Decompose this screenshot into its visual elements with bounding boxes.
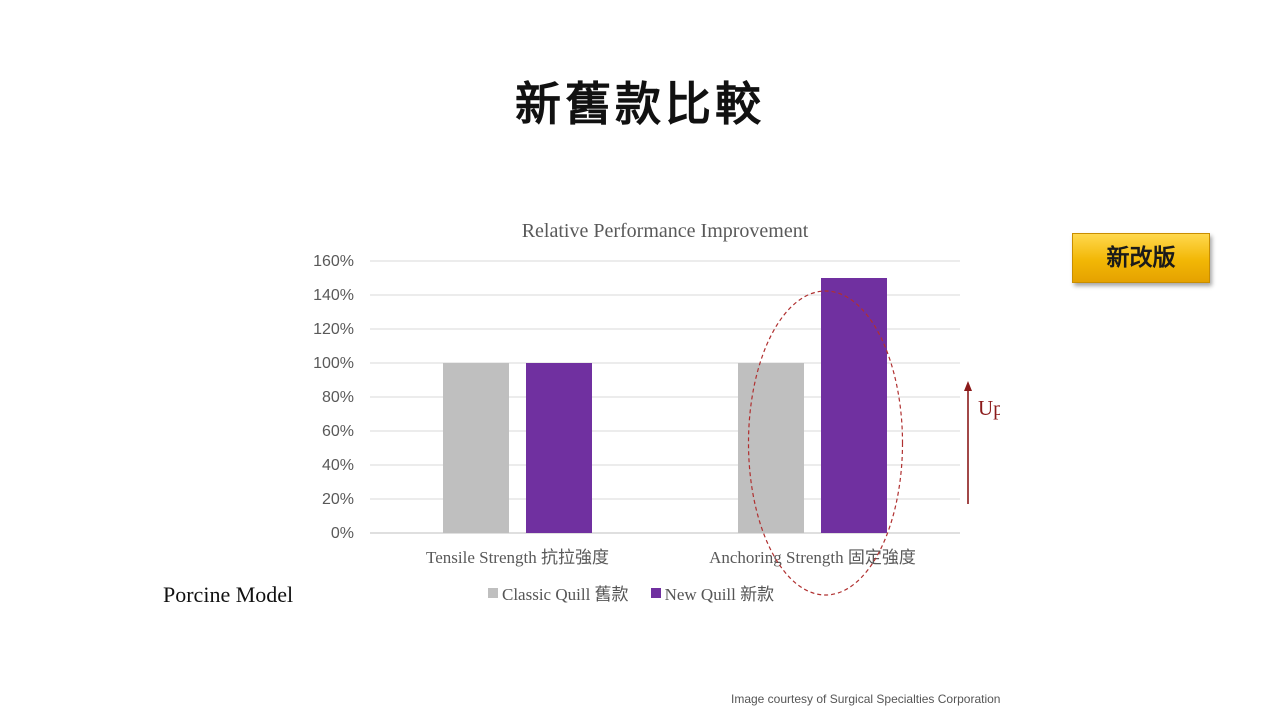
- x-category-label: Anchoring Strength 固定強度: [709, 548, 916, 567]
- y-tick-label: 60%: [322, 423, 354, 440]
- chart-title: Relative Performance Improvement: [522, 220, 809, 242]
- y-tick-label: 120%: [313, 321, 354, 338]
- bar-0-1: [526, 363, 592, 533]
- page-title: 新舊款比較: [515, 77, 765, 131]
- y-tick-label: 40%: [322, 457, 354, 474]
- y-tick-label: 80%: [322, 389, 354, 406]
- upgrade-arrow-head: [964, 381, 972, 391]
- bar-1-0: [738, 363, 804, 533]
- new-version-badge: 新改版: [1072, 233, 1210, 283]
- chart-canvas: Relative Performance Improvement 0% 20% 40%…: [313, 220, 1000, 596]
- legend-swatch-new: [650, 587, 661, 598]
- bar-0-0: [443, 363, 509, 533]
- y-tick-label: 0%: [331, 525, 354, 542]
- y-tick-label: 140%: [313, 287, 354, 304]
- y-tick-label: 20%: [322, 491, 354, 508]
- legend-label-classic: Classic Quill 舊款: [502, 585, 629, 604]
- upgrade-annotation: Upgrade: [978, 396, 1000, 420]
- bar-1-1: [821, 278, 887, 533]
- chart-legend: Classic Quill 舊款 New Quill 新款: [488, 580, 774, 605]
- legend-swatch-classic: [488, 587, 498, 598]
- image-credit: Image courtesy of Surgical Specialties C…: [731, 692, 1001, 706]
- legend-label-new: New Quill 新款: [664, 585, 775, 604]
- y-tick-label: 100%: [313, 355, 354, 372]
- y-tick-label: 160%: [313, 253, 354, 270]
- x-category-label: Tensile Strength 抗拉強度: [426, 548, 609, 567]
- legend-item-classic: Classic Quill 舊款: [488, 580, 629, 605]
- legend-item-new: New Quill 新款: [650, 580, 775, 605]
- bar-chart: Relative Performance Improvement 0% 20% 40%…: [300, 210, 1000, 610]
- model-note: Porcine Model: [163, 582, 294, 607]
- highlight-ellipse: [747, 290, 904, 596]
